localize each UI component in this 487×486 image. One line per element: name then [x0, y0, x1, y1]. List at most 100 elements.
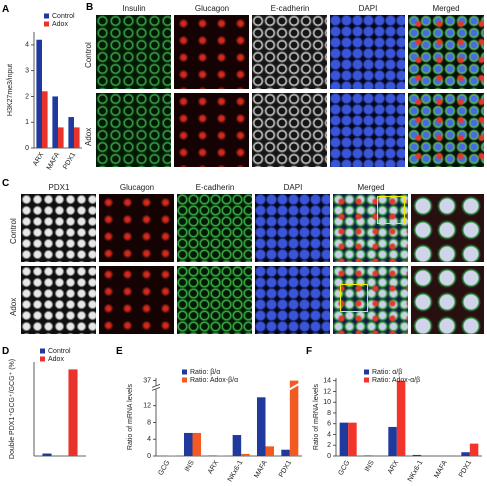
column-label: Merged — [357, 183, 385, 192]
column-label: E-cadherin — [195, 183, 235, 192]
x-tick-label: ARX — [207, 459, 220, 475]
bar — [74, 127, 80, 148]
y-tick-label: 1 — [25, 119, 29, 126]
bar — [396, 380, 406, 456]
column-label: PDX1 — [48, 183, 70, 192]
micrograph — [329, 92, 406, 168]
bar-break — [288, 382, 300, 391]
micrograph — [173, 92, 250, 168]
micrograph — [176, 193, 253, 263]
x-tick-label: ARX — [387, 459, 400, 475]
legend-label: Control — [48, 348, 71, 355]
row-label: Adox — [9, 297, 18, 316]
micrograph — [98, 265, 175, 335]
column-label: DAPI — [358, 4, 378, 13]
bar — [36, 39, 42, 148]
bar — [183, 432, 193, 456]
y-tick-label: 37 — [143, 377, 151, 384]
row-label: Control — [9, 218, 18, 244]
micrograph — [332, 265, 409, 335]
bar — [42, 91, 48, 148]
y-axis-label: Double PDX1⁺GCG⁺/GCG⁺ (%) — [9, 359, 16, 459]
bar — [469, 443, 479, 456]
axis-break — [151, 386, 161, 391]
y-tick-label: 8 — [327, 410, 331, 417]
column-label: DAPI — [283, 183, 303, 192]
micrograph — [332, 193, 409, 263]
legend-label: Ratio: Adox-β/α — [190, 377, 238, 384]
y-tick-label: 0 — [25, 145, 29, 152]
y-tick-label: 2 — [327, 442, 331, 449]
zoom-box — [340, 284, 368, 312]
micrograph — [176, 265, 253, 335]
legend-marker — [182, 369, 187, 375]
micrograph — [407, 14, 485, 90]
axis-break — [151, 383, 161, 388]
x-tick-label: PDX1 — [62, 151, 77, 170]
bar — [52, 96, 58, 148]
micrograph — [98, 193, 175, 263]
legend-label: Adox — [48, 356, 64, 363]
y-axis-label: Ratio of mRNA levels — [127, 383, 134, 450]
bar — [412, 454, 422, 456]
bar — [363, 455, 373, 456]
bar — [265, 446, 275, 456]
bar — [339, 422, 349, 456]
legend-marker — [182, 377, 187, 383]
bar — [192, 432, 202, 456]
x-tick-label: NKx6-1 — [407, 459, 425, 483]
micrograph — [251, 14, 328, 90]
x-tick-label: GCG — [157, 459, 171, 476]
panel-label: C — [2, 178, 10, 189]
legend-label: Control — [52, 13, 75, 20]
bar — [42, 453, 52, 456]
y-tick-label: 4 — [25, 42, 29, 49]
bar — [388, 426, 397, 456]
x-tick-label: MAFA — [253, 459, 269, 479]
column-label: Merged — [432, 4, 460, 13]
micrograph — [20, 265, 97, 335]
column-label: Glucagon — [194, 4, 230, 13]
y-tick-label: 0 — [147, 453, 151, 460]
x-tick-label: GCG — [337, 459, 351, 476]
row-label: Control — [84, 42, 93, 68]
axis-break — [152, 385, 160, 390]
y-tick-label: 3 — [25, 68, 29, 75]
bar — [372, 455, 382, 456]
bar — [241, 453, 250, 456]
bar — [461, 452, 470, 456]
x-tick-label: PDX1 — [278, 459, 293, 478]
zoom-box — [377, 196, 405, 224]
micrograph — [251, 92, 328, 168]
bar — [68, 117, 74, 148]
legend-label: Ratio: α/β — [372, 369, 402, 376]
y-axis-label: H3K27me3/input — [7, 64, 14, 116]
y-tick-label: 2 — [25, 93, 29, 100]
y-tick-label: 6 — [327, 421, 331, 428]
x-tick-label: ARX — [32, 151, 45, 167]
x-tick-label: NKx6-1 — [227, 459, 245, 483]
y-tick-label: 14 — [323, 378, 331, 385]
micrograph-zoom — [410, 193, 485, 263]
bar — [289, 380, 299, 456]
legend-marker — [44, 21, 49, 27]
x-tick-label: MAFA — [46, 151, 62, 171]
x-tick-label: INS — [364, 459, 376, 473]
legend-label: Ratio: β/α — [190, 369, 220, 376]
legend-marker — [364, 377, 369, 383]
micrograph — [254, 193, 331, 263]
bar — [232, 435, 242, 456]
micrograph-zoom — [410, 265, 485, 335]
y-tick-label: 10 — [323, 399, 331, 406]
y-tick-label: 4 — [147, 436, 151, 443]
bar — [421, 455, 430, 456]
legend-label: Ratio: Adox-α/β — [372, 377, 420, 384]
micrograph — [95, 92, 172, 168]
y-tick-label: 8 — [147, 419, 151, 426]
panel-label: A — [2, 4, 10, 15]
bar — [58, 127, 64, 148]
bar — [256, 397, 266, 456]
y-tick-label: 0 — [327, 453, 331, 460]
x-tick-label: INS — [184, 459, 196, 473]
